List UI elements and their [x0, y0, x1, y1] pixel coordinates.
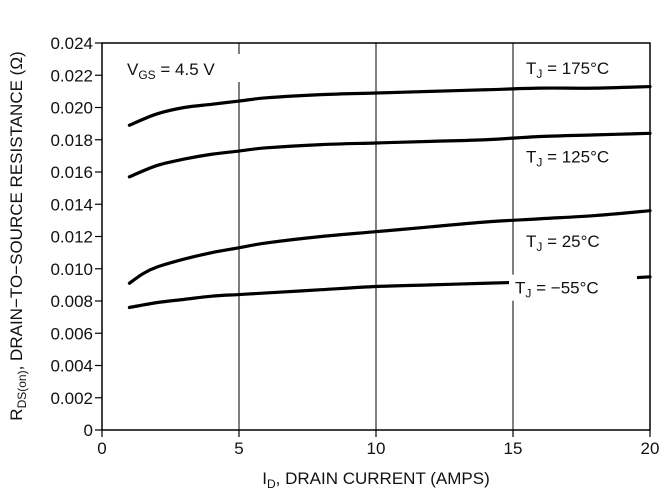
- series-label-bg-3: [509, 274, 637, 301]
- y-axis-title: RDS(on), DRAIN−TO−SOURCE RESISTANCE (Ω): [7, 51, 29, 420]
- y-tick-label: 0.012: [50, 228, 93, 247]
- series-lines: [127, 84, 652, 310]
- y-tick-label: 0.022: [50, 66, 93, 85]
- grid-lines: [238, 43, 514, 430]
- series-label-bg-1: [519, 143, 644, 170]
- vgs-annotation-box: [120, 54, 258, 82]
- y-tick-label: 0.014: [50, 195, 93, 214]
- y-tick-label: 0.004: [50, 357, 93, 376]
- x-tick-label: 10: [367, 439, 386, 458]
- series-label-2: TJ = 25°C: [526, 232, 600, 254]
- plot-frame: [101, 42, 651, 431]
- y-tick-label: 0.008: [50, 292, 93, 311]
- y-tick-label: 0.020: [50, 99, 93, 118]
- series-line-0: [127, 84, 652, 127]
- y-tick-labels: 0 0.002 0.004 0.006 0.008 0.010 0.012 0.014 0.01…: [50, 34, 93, 440]
- axis-ticks: [95, 42, 651, 437]
- x-tick-labels: 0 5 10 15 20: [97, 439, 659, 458]
- series-line-2: [127, 209, 652, 285]
- y-tick-label: 0.010: [50, 260, 93, 279]
- x-tick-label: 15: [504, 439, 523, 458]
- y-tick-label: 0.016: [50, 163, 93, 182]
- series-label-3: TJ = −55°C: [515, 279, 599, 301]
- y-tick-label: 0.018: [50, 131, 93, 150]
- x-axis-title: ID, DRAIN CURRENT (AMPS): [262, 469, 490, 491]
- series-line-1: [127, 131, 652, 179]
- x-tick-label: 0: [97, 439, 106, 458]
- vgs-annotation: VGS = 4.5 V: [127, 60, 215, 82]
- series-label-0: TJ = 175°C: [526, 59, 609, 81]
- y-tick-label: 0.002: [50, 389, 93, 408]
- series-label-bg-0: [519, 55, 644, 82]
- y-tick-label: 0: [84, 421, 93, 440]
- series-label-1: TJ = 125°C: [526, 148, 609, 170]
- x-tick-label: 20: [641, 439, 660, 458]
- y-tick-label: 0.006: [50, 324, 93, 343]
- series-label-bg-2: [519, 227, 632, 254]
- x-tick-label: 5: [234, 439, 243, 458]
- y-tick-label: 0.024: [50, 34, 93, 53]
- curve-labels: TJ = 175°C TJ = 125°C TJ = 25°C TJ = −55°C: [509, 55, 644, 301]
